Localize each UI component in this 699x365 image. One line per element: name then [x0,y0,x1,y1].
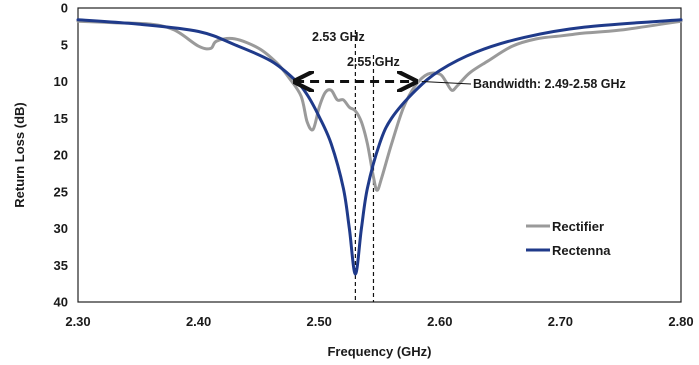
frequency-label-2-53: 2.53 GHz [312,30,365,44]
x-tick-label: 2.40 [186,314,211,329]
y-tick-label: 30 [54,221,68,236]
y-tick-label: 0 [61,1,68,16]
x-tick-label: 2.80 [668,314,693,329]
bandwidth-label: Bandwidth: 2.49-2.58 GHz [473,77,626,91]
x-tick-label: 2.70 [548,314,573,329]
y-tick-label: 40 [54,295,68,310]
legend: Rectifier Rectenna [526,219,611,258]
x-axis-title: Frequency (GHz) [327,344,431,359]
y-tick-label: 25 [54,184,68,199]
x-axis-ticks: 2.30 2.40 2.50 2.60 2.70 2.80 [65,314,693,329]
plot-frame [77,7,682,303]
series-line-rectenna [76,18,683,276]
series-line-rectifier [76,19,683,192]
y-tick-label: 10 [54,74,68,89]
x-tick-label: 2.50 [307,314,332,329]
y-axis-ticks: 0 5 10 15 20 25 30 35 40 [54,1,68,310]
x-tick-label: 2.60 [427,314,452,329]
legend-label-rectifier: Rectifier [552,219,604,234]
y-tick-label: 15 [54,111,68,126]
frequency-label-2-55: 2.55 GHz [347,55,400,69]
bandwidth-leader-line [421,81,472,85]
y-tick-label: 20 [54,148,68,163]
legend-label-rectenna: Rectenna [552,243,611,258]
x-tick-label: 2.30 [65,314,90,329]
y-tick-label: 35 [54,258,68,273]
y-axis-title: Return Loss (dB) [12,102,27,207]
y-tick-label: 5 [61,37,68,52]
